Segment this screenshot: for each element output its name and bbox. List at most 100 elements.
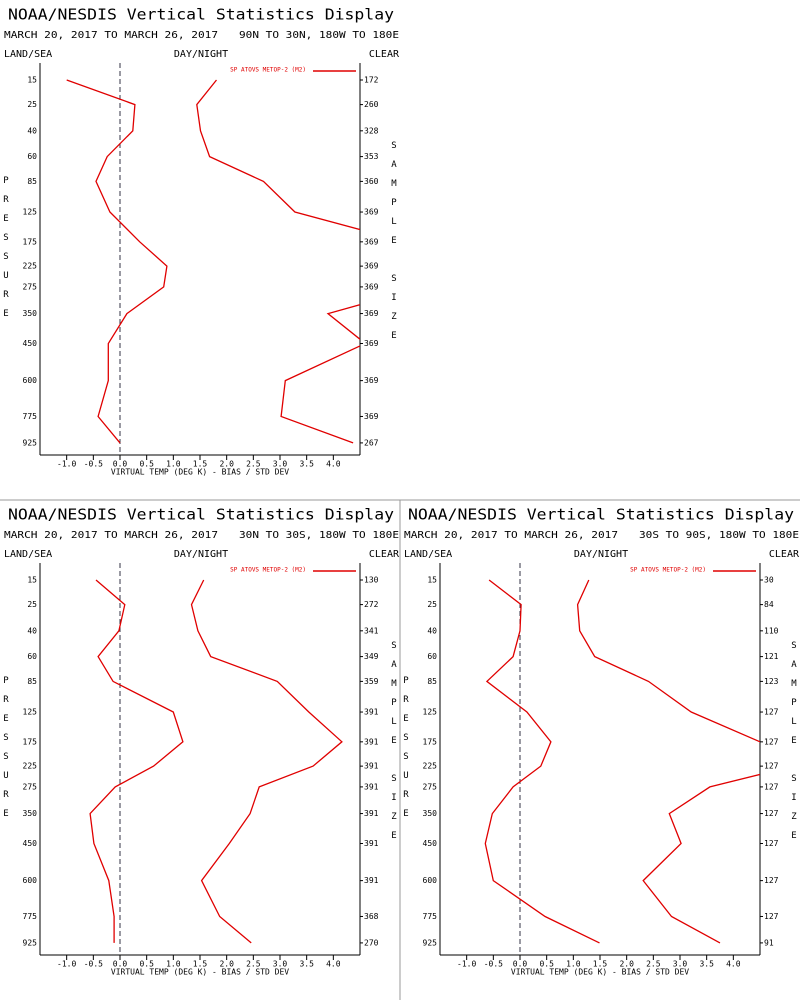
x-tick-label: -1.0: [57, 460, 76, 469]
y-tick-label: 25: [427, 600, 437, 609]
bias-line: [89, 579, 184, 943]
y-tick-label: 175: [23, 237, 38, 246]
y-tick-label: 25: [27, 600, 37, 609]
x-tick-label: 0.5: [139, 460, 154, 469]
y-tick-label: 775: [23, 412, 38, 421]
x-tick-label: -0.5: [484, 960, 503, 969]
land-sea: LAND/SEA: [4, 49, 52, 60]
bias-line: [484, 579, 600, 944]
sample-size: 270: [364, 938, 379, 947]
y-tick-label: 450: [23, 339, 38, 348]
y2-axis-label: SAMPLE SIZE: [789, 641, 799, 850]
sample-size: 368: [364, 912, 379, 921]
sample-size: 369: [364, 262, 379, 271]
x-tick-label: 2.5: [246, 460, 261, 469]
y-tick-label: 225: [23, 262, 38, 271]
x-tick-label: 1.0: [166, 960, 181, 969]
x-tick-label: 4.0: [326, 960, 341, 969]
y-tick-label: 125: [23, 708, 38, 717]
region: 90N TO 30N, 180W TO 180E: [239, 30, 399, 41]
x-tick-label: 0.5: [539, 960, 554, 969]
y-axis-label: PRESSURE: [401, 676, 411, 828]
y2-axis-label: SAMPLE SIZE: [389, 141, 399, 350]
sample-size: 369: [364, 282, 379, 291]
x-tick-label: 3.0: [273, 460, 288, 469]
x-tick-label: 1.0: [166, 460, 181, 469]
x-tick-label: -1.0: [457, 960, 476, 969]
panel: NOAA/NESDIS Vertical Statistics Display M…: [1, 506, 400, 977]
x-tick-label: 2.0: [619, 960, 634, 969]
y-tick-label: 175: [23, 737, 38, 746]
chart-title: NOAA/NESDIS Vertical Statistics Display: [8, 6, 394, 24]
legend-label: SP ATOVS METOP-2 (M2): [230, 567, 306, 574]
chart-title: NOAA/NESDIS Vertical Statistics Display: [8, 506, 394, 524]
sample-size: 121: [764, 652, 779, 661]
y-tick-label: 450: [423, 839, 438, 848]
sample-size: 391: [364, 708, 379, 717]
y-tick-label: 15: [27, 576, 37, 585]
y-tick-label: 85: [27, 177, 37, 186]
bias-line: [66, 79, 168, 444]
sample-size: 369: [364, 339, 379, 348]
y-tick-label: 125: [23, 208, 38, 217]
x-tick-label: 3.5: [299, 960, 314, 969]
y-tick-label: 600: [23, 876, 38, 885]
sample-size: 260: [364, 100, 379, 109]
day-night: DAY/NIGHT: [174, 549, 228, 560]
sample-size: 130: [364, 576, 379, 585]
land-sea: LAND/SEA: [404, 549, 452, 560]
y-tick-label: 60: [27, 652, 37, 661]
sample-size: 391: [364, 737, 379, 746]
x-tick-label: -0.5: [84, 460, 103, 469]
y-tick-label: 925: [23, 938, 38, 947]
x-tick-label: 1.5: [193, 460, 208, 469]
y-tick-label: 600: [23, 376, 38, 385]
sample-size: 391: [364, 762, 379, 771]
sample-size: 172: [364, 76, 379, 85]
sample-size: 369: [364, 237, 379, 246]
x-tick-label: 1.5: [593, 960, 608, 969]
sample-size: 369: [364, 309, 379, 318]
y-tick-label: 60: [427, 652, 437, 661]
x-tick-label: 3.5: [699, 960, 714, 969]
sample-size: 123: [764, 677, 779, 686]
y-tick-label: 925: [423, 938, 438, 947]
y-tick-label: 60: [27, 152, 37, 161]
x-tick-label: 2.0: [219, 960, 234, 969]
y-tick-label: 225: [23, 762, 38, 771]
sample-size: 110: [764, 626, 779, 635]
sky: CLEAR: [769, 549, 800, 560]
y-tick-label: 40: [27, 626, 37, 635]
y-tick-label: 85: [27, 677, 37, 686]
y-tick-label: 275: [23, 782, 38, 791]
y-tick-label: 15: [427, 576, 437, 585]
sample-size: 391: [364, 839, 379, 848]
y-tick-label: 925: [23, 438, 38, 447]
x-tick-label: 2.5: [246, 960, 261, 969]
x-axis-label: VIRTUAL TEMP (DEG K) - BIAS / STD DEV: [511, 968, 689, 977]
sample-size: 328: [364, 126, 379, 135]
y-tick-label: 225: [423, 762, 438, 771]
y-tick-label: 275: [23, 282, 38, 291]
legend-label: SP ATOVS METOP-2 (M2): [230, 67, 306, 74]
panel: NOAA/NESDIS Vertical Statistics Display M…: [1, 6, 400, 477]
sample-size: 91: [764, 938, 774, 947]
sample-size: 127: [764, 809, 779, 818]
sample-size: 30: [764, 576, 774, 585]
x-tick-label: 3.0: [273, 960, 288, 969]
x-axis-label: VIRTUAL TEMP (DEG K) - BIAS / STD DEV: [111, 468, 289, 477]
sample-size: 127: [764, 737, 779, 746]
x-tick-label: 0.0: [113, 460, 128, 469]
x-tick-label: 4.0: [726, 960, 741, 969]
x-tick-label: 2.0: [219, 460, 234, 469]
sample-size: 391: [364, 876, 379, 885]
x-tick-label: -1.0: [57, 960, 76, 969]
x-tick-label: 0.5: [139, 960, 154, 969]
x-tick-label: 3.5: [299, 460, 314, 469]
sample-size: 349: [364, 652, 379, 661]
day-night: DAY/NIGHT: [574, 549, 628, 560]
y-tick-label: 350: [423, 809, 438, 818]
region: 30N TO 30S, 180W TO 180E: [239, 530, 399, 541]
sample-size: 391: [364, 809, 379, 818]
